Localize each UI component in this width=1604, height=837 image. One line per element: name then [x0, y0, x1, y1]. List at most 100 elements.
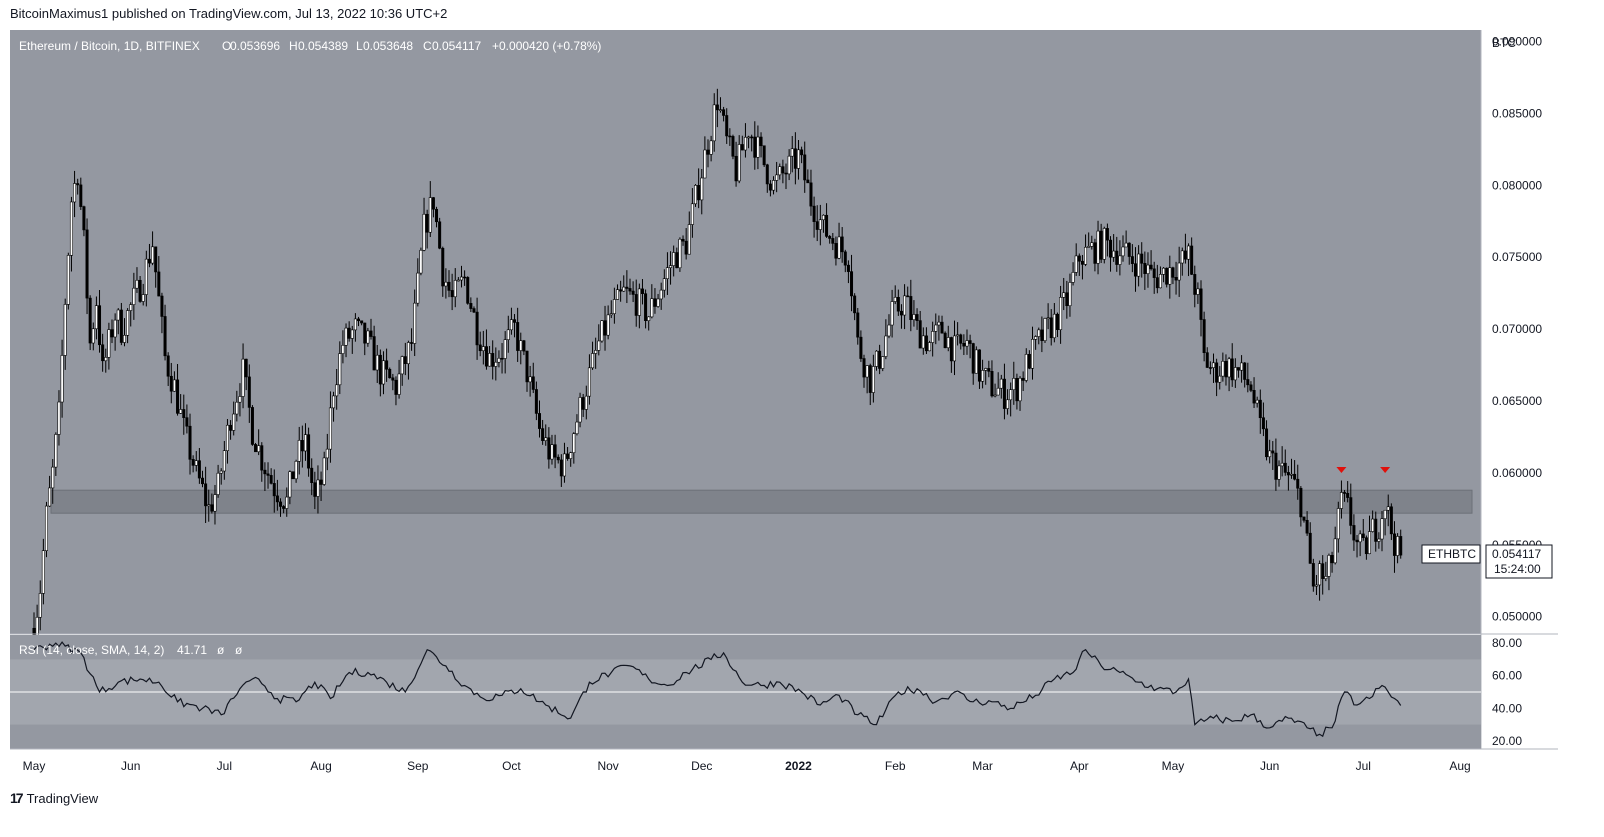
candle: [731, 134, 735, 160]
candle: [1077, 253, 1081, 276]
candle: [254, 442, 258, 453]
candle: [207, 489, 211, 522]
candle: [697, 168, 701, 209]
candle: [1349, 483, 1353, 535]
candle: [569, 451, 573, 467]
candle: [66, 252, 70, 310]
time-axis[interactable]: [10, 750, 1481, 779]
footer-brand[interactable]: TradingView: [26, 790, 99, 806]
candle: [341, 330, 345, 364]
time-axis-label: May: [23, 759, 46, 773]
candle: [360, 320, 364, 326]
price-scale-currency: BTC: [1492, 36, 1516, 50]
candle: [1049, 309, 1053, 346]
publish-info: published on TradingView.com, Jul 13, 20…: [111, 6, 448, 21]
candle: [1021, 371, 1025, 391]
candle: [525, 350, 529, 392]
candle: [999, 374, 1003, 399]
candle: [456, 277, 460, 282]
candle: [1324, 561, 1328, 582]
candle: [912, 300, 916, 327]
candle: [1124, 230, 1128, 248]
candle: [1280, 446, 1284, 477]
candle: [38, 580, 42, 631]
rsi-tick-label: 20.00: [1492, 734, 1522, 748]
candle: [1208, 361, 1212, 375]
candle: [924, 327, 928, 355]
candle: [768, 180, 772, 197]
candle: [821, 214, 825, 233]
candle: [369, 318, 373, 340]
candle: [678, 237, 682, 272]
candle: [478, 331, 482, 357]
candle: [453, 268, 457, 308]
candle: [871, 354, 875, 403]
candle: [878, 344, 882, 375]
candle: [740, 135, 744, 151]
candle: [987, 360, 991, 378]
candle: [488, 345, 492, 367]
candle: [154, 246, 158, 288]
candle: [881, 355, 885, 372]
price-scale[interactable]: [1481, 30, 1558, 634]
candle: [656, 293, 660, 308]
candle: [316, 465, 320, 514]
candle: [147, 243, 151, 268]
candle: [1399, 529, 1403, 559]
candle: [1149, 250, 1153, 271]
candle: [996, 372, 1000, 396]
candle: [753, 121, 757, 170]
candle: [675, 247, 679, 269]
candle: [1093, 238, 1097, 272]
candle: [640, 279, 644, 305]
candle: [151, 231, 155, 266]
candle: [126, 308, 130, 344]
chart-frame[interactable]: Ethereum / Bitcoin, 1D, BITFINEX O 0.053…: [10, 30, 1558, 779]
legend-change: +0.000420 (+0.78%): [492, 39, 601, 53]
candle: [366, 327, 370, 347]
candle: [475, 297, 479, 360]
legend-h-value: 0.054389: [298, 39, 348, 53]
candle: [438, 217, 442, 250]
candle: [335, 368, 339, 410]
price-tick-label: 0.090000: [1492, 35, 1542, 49]
resistance-marker-icon: [1336, 467, 1347, 473]
candle: [1146, 252, 1150, 288]
candle: [1233, 358, 1237, 388]
candle: [1243, 362, 1247, 388]
candle: [294, 459, 298, 483]
candle: [484, 329, 488, 370]
tradingview-logo-icon[interactable]: 17: [10, 790, 24, 806]
candle: [1152, 261, 1156, 294]
candle: [918, 310, 922, 349]
candle: [1205, 347, 1209, 369]
candle: [519, 332, 523, 365]
candle: [578, 392, 582, 428]
candle: [977, 349, 981, 389]
candle: [1115, 236, 1119, 272]
rsi-scale[interactable]: [1482, 635, 1558, 749]
candle: [1031, 326, 1035, 380]
candle: [775, 161, 779, 193]
candle: [413, 289, 417, 357]
chart-svg[interactable]: Ethereum / Bitcoin, 1D, BITFINEX O 0.053…: [10, 30, 1558, 779]
candle: [229, 420, 233, 440]
last-price-value: 0.054117: [1492, 547, 1541, 561]
candle: [953, 320, 957, 376]
candle: [1130, 244, 1134, 273]
candle: [1187, 243, 1191, 277]
candle: [263, 462, 267, 492]
candle: [762, 145, 766, 167]
candle: [213, 484, 217, 525]
publisher-name[interactable]: BitcoinMaximus1: [10, 6, 109, 21]
candle: [375, 344, 379, 383]
candle: [956, 322, 960, 346]
candle: [54, 432, 58, 476]
candle: [537, 400, 541, 438]
candle: [1096, 220, 1100, 275]
candle: [778, 163, 782, 180]
candle: [144, 250, 148, 307]
candle: [962, 334, 966, 356]
candle: [921, 327, 925, 355]
legend-o-label: O: [222, 39, 231, 53]
